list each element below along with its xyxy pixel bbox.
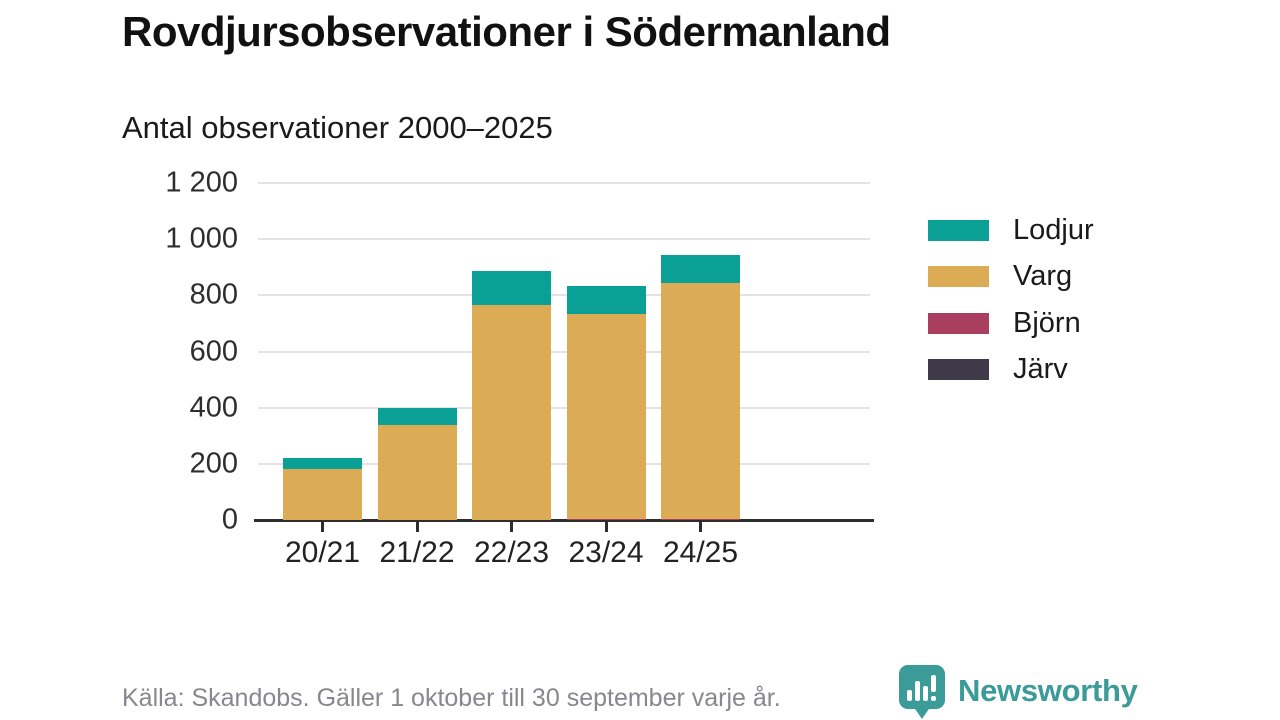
legend-label: Björn: [1013, 306, 1081, 339]
bar-segment-23-24-björn: [566, 518, 646, 520]
bar-segment-23-24-lodjur: [566, 285, 646, 314]
legend-label: Järv: [1013, 353, 1068, 386]
x-tick: [699, 521, 702, 532]
y-tick-label: 800: [189, 278, 238, 311]
legend-swatch-järv: [928, 359, 989, 381]
y-tick-label: 0: [221, 503, 238, 536]
y-tick-label: 600: [189, 335, 238, 367]
x-axis-line: [254, 519, 874, 522]
y-tick-label: 400: [189, 391, 238, 424]
x-tick-label: 21/22: [379, 536, 455, 569]
gridline-200: [258, 462, 870, 465]
legend-label: Lodjur: [1013, 213, 1094, 246]
bar-segment-23-24-varg: [566, 313, 646, 519]
chart-subtitle: Antal observationer 2000–2025: [122, 110, 553, 145]
legend-label: Varg: [1013, 260, 1073, 293]
legend-item-järv: Järv: [928, 347, 1094, 394]
gridline-1000: [258, 238, 870, 241]
y-tick-label: 1 000: [165, 222, 238, 255]
page-title: Rovdjursobservationer i Södermanland: [122, 8, 891, 55]
y-tick-label: 1 200: [165, 166, 238, 199]
gridline-1200: [258, 182, 870, 184]
x-tick-label: 23/24: [568, 536, 644, 569]
legend-item-lodjur: Lodjur: [928, 207, 1094, 254]
bar-segment-22-23-varg: [472, 305, 551, 520]
x-tick-label: 22/23: [473, 536, 550, 569]
bar-segment-24-25-lodjur: [661, 254, 740, 283]
x-tick: [415, 521, 419, 532]
brand-name: Newsworthy: [958, 673, 1138, 708]
legend-item-björn: Björn: [928, 300, 1094, 347]
bar-segment-24-25-björn: [661, 518, 740, 520]
x-tick: [321, 521, 324, 532]
gridline-800: [258, 294, 870, 297]
legend-swatch-björn: [928, 312, 989, 334]
legend: Lodjur Varg Björn Järv: [928, 207, 1094, 393]
y-tick-label: 200: [189, 447, 238, 480]
x-tick-label: 24/25: [662, 536, 739, 569]
brand-footer: Newsworthy: [898, 664, 1138, 720]
source-note: Källa: Skandobs. Gäller 1 oktober till 3…: [122, 684, 781, 712]
bar-chart-plot-area: [254, 182, 874, 522]
bar-segment-24-25-varg: [661, 282, 740, 519]
legend-swatch-lodjur: [928, 219, 989, 241]
x-tick: [510, 521, 513, 532]
x-tick-label: 20/21: [284, 536, 361, 569]
legend-item-varg: Varg: [928, 254, 1094, 301]
gridline-400: [258, 406, 870, 409]
bar-segment-21-22-lodjur: [377, 407, 457, 425]
bar-segment-20-21-lodjur: [283, 458, 362, 470]
bar-segment-21-22-varg: [377, 424, 457, 520]
newsworthy-logo-icon: [899, 665, 945, 719]
bar-segment-22-23-lodjur: [472, 271, 551, 306]
x-tick: [604, 521, 608, 532]
gridline-600: [258, 350, 870, 353]
bar-segment-20-21-varg: [283, 469, 362, 520]
legend-swatch-varg: [928, 266, 989, 288]
